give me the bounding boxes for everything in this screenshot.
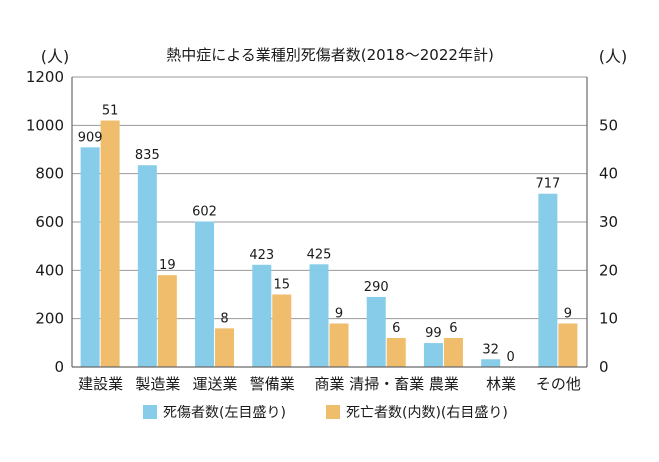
data-label: 6: [449, 321, 457, 336]
category-label: 警備業: [250, 375, 295, 393]
left-tick-label: 600: [35, 213, 64, 231]
data-label: 835: [135, 148, 160, 163]
plot-frame: [71, 77, 588, 368]
data-label: 51: [102, 104, 119, 119]
bar: [137, 165, 157, 367]
bar: [80, 147, 100, 367]
data-label: 99: [425, 326, 442, 341]
right-tick-label: 30: [599, 213, 618, 231]
chart-title: 熱中症による業種別死傷者数(2018〜2022年計): [166, 46, 494, 64]
category-label: 運送業: [193, 375, 238, 393]
right-tick-label: 40: [599, 165, 618, 183]
left-axis-ticks: 0 200 400 600 800 1000 1200: [26, 68, 64, 376]
left-axis-unit: (人): [41, 47, 70, 66]
bar: [272, 294, 292, 367]
category-label: 林業: [486, 375, 516, 393]
bar: [423, 343, 443, 367]
left-tick-label: 200: [35, 310, 64, 328]
data-label: 15: [274, 278, 291, 293]
data-label: 290: [364, 280, 389, 295]
bar: [157, 275, 177, 367]
bar: [538, 193, 558, 367]
data-label: 425: [307, 247, 332, 262]
category-label: 農業: [429, 375, 459, 393]
bar: [195, 221, 215, 367]
data-label: 602: [192, 205, 217, 220]
right-axis-unit: (人): [599, 47, 628, 66]
bar: [366, 296, 386, 367]
bar: [252, 264, 272, 367]
category-label: 製造業: [135, 375, 180, 393]
bar: [443, 338, 463, 367]
category-label: 清掃・畜業: [349, 375, 424, 393]
legend-swatch: [326, 405, 340, 419]
category-label: その他: [536, 375, 581, 393]
legend-label: 死傷者数(左目盛り): [163, 405, 286, 421]
left-tick-label: 1200: [26, 68, 64, 86]
data-label: 19: [159, 258, 176, 273]
left-tick-label: 0: [54, 358, 64, 376]
right-tick-label: 50: [599, 116, 618, 134]
category-labels: 建設業 製造業 運送業 警備業 商業 清掃・畜業 農業 林業 その他: [78, 375, 581, 393]
legend-label: 死亡者数(内数)(右目盛り): [346, 405, 508, 421]
bar: [481, 359, 501, 367]
legend: 死傷者数(左目盛り) 死亡者数(内数)(右目盛り): [143, 405, 508, 421]
bar: [386, 338, 406, 367]
category-label: 建設業: [78, 375, 123, 393]
data-label: 9: [335, 307, 343, 322]
right-tick-label: 10: [599, 310, 618, 328]
data-label: 909: [78, 130, 103, 145]
bar: [100, 120, 120, 367]
right-tick-label: 0: [599, 358, 609, 376]
bar: [329, 323, 349, 367]
legend-swatch: [143, 405, 157, 419]
data-label: 0: [507, 350, 515, 365]
data-label: 423: [249, 248, 274, 263]
left-tick-label: 400: [35, 261, 64, 279]
data-label: 717: [535, 177, 560, 192]
data-label: 8: [220, 311, 228, 326]
right-tick-label: 20: [599, 261, 618, 279]
left-tick-label: 1000: [26, 116, 64, 134]
right-axis-ticks: 0 10 20 30 40 50: [599, 116, 618, 376]
data-label: 9: [564, 307, 572, 322]
bar: [309, 264, 329, 367]
category-label: 商業: [314, 375, 344, 393]
left-tick-label: 800: [35, 165, 64, 183]
bars: [80, 120, 578, 367]
data-label: 6: [392, 321, 400, 336]
bar: [215, 328, 235, 367]
bar: [558, 323, 578, 367]
data-label: 32: [482, 342, 499, 357]
